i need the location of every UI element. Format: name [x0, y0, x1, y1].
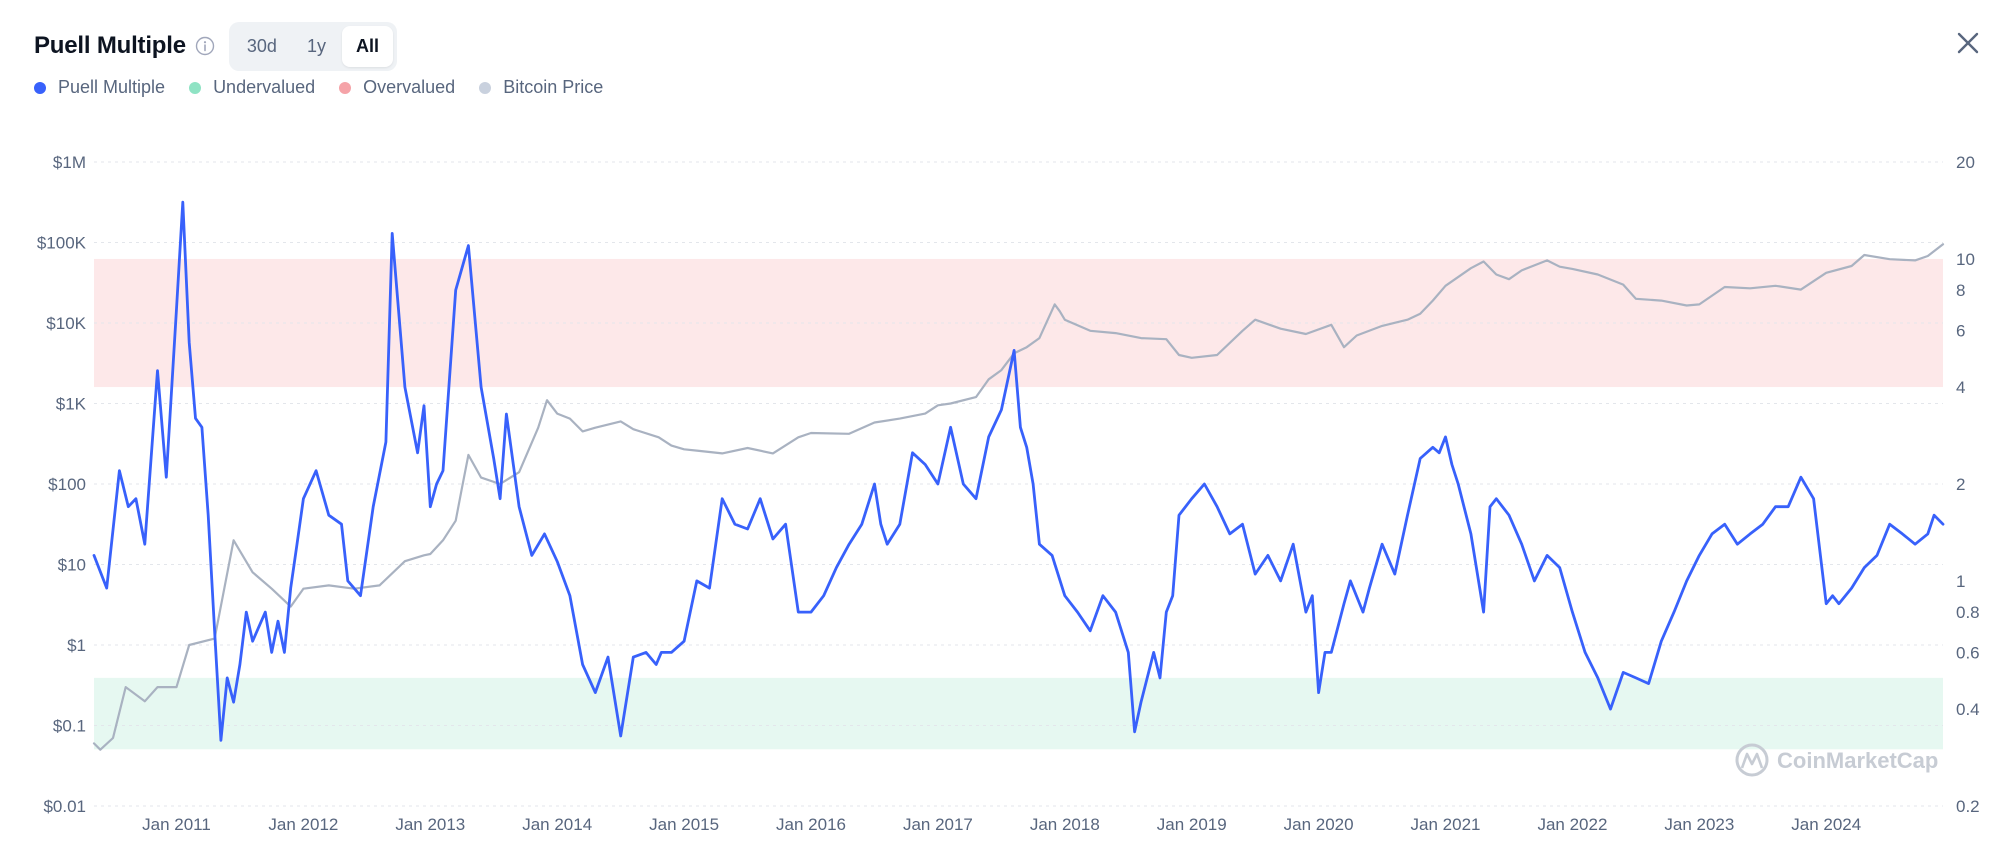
chart-header: Puell Multiple 30d 1y All [34, 20, 397, 72]
x-axis-tick-label: Jan 2023 [1664, 815, 1734, 834]
watermark-text: CoinMarketCap [1777, 748, 1938, 773]
right-axis-tick-label: 2 [1956, 475, 1965, 494]
x-axis-tick-label: Jan 2022 [1537, 815, 1607, 834]
range-all-button[interactable]: All [341, 25, 393, 67]
x-axis-tick-label: Jan 2020 [1284, 815, 1354, 834]
info-icon[interactable] [195, 36, 215, 56]
close-icon[interactable] [1953, 28, 1983, 58]
right-axis-tick-label: 0.8 [1956, 603, 1980, 622]
right-axis-tick-label: 20 [1956, 153, 1975, 172]
range-1y-button[interactable]: 1y [306, 35, 326, 56]
left-axis-tick-label: $0.01 [43, 797, 86, 816]
left-axis-tick-label: $1M [53, 153, 86, 172]
chart-legend: Puell Multiple Undervalued Overvalued Bi… [34, 77, 603, 98]
right-axis-tick-label: 6 [1956, 321, 1965, 340]
left-axis-tick-label: $10 [58, 556, 86, 575]
legend-dot-bitcoin-price [479, 81, 492, 94]
x-axis-tick-label: Jan 2018 [1030, 815, 1100, 834]
coinmarketcap-watermark: CoinMarketCap [1735, 743, 1938, 777]
legend-label: Undervalued [213, 77, 316, 97]
right-axis-tick-label: 0.6 [1956, 643, 1980, 662]
right-axis-tick-label: 0.4 [1956, 700, 1980, 719]
x-axis-tick-label: Jan 2024 [1791, 815, 1861, 834]
legend-item-bitcoin-price[interactable]: Bitcoin Price [479, 77, 603, 98]
x-axis-tick-label: Jan 2013 [395, 815, 465, 834]
x-axis-tick-label: Jan 2011 [142, 815, 211, 834]
legend-label: Puell Multiple [58, 77, 166, 97]
range-30d-button[interactable]: 30d [246, 35, 277, 56]
series-line-bitcoin-price[interactable] [92, 243, 1945, 751]
right-axis-tick-label: 1 [1956, 572, 1965, 591]
legend-dot-puell-multiple [34, 81, 46, 94]
left-axis-tick-label: $1K [56, 395, 87, 414]
right-axis-tick-label: 8 [1956, 281, 1965, 300]
right-axis-tick-label: 0.2 [1956, 797, 1980, 816]
right-axis-tick-label: 4 [1956, 378, 1965, 397]
left-axis-tick-label: $10K [46, 314, 86, 333]
right-axis-tick-label: 10 [1956, 250, 1975, 269]
left-axis-tick-label: $0.1 [53, 717, 86, 736]
x-axis-tick-label: Jan 2014 [522, 815, 592, 834]
series-line-puell-multiple[interactable] [92, 200, 1945, 742]
zone-undervalued [94, 677, 1943, 750]
legend-item-puell-multiple[interactable]: Puell Multiple [34, 77, 165, 98]
legend-dot-overvalued [339, 81, 352, 94]
legend-item-overvalued[interactable]: Overvalued [339, 77, 455, 98]
x-axis-tick-label: Jan 2019 [1157, 815, 1227, 834]
legend-item-undervalued[interactable]: Undervalued [189, 77, 315, 98]
legend-label: Bitcoin Price [503, 77, 604, 97]
x-axis-tick-label: Jan 2015 [649, 815, 719, 834]
x-axis-tick-label: Jan 2012 [268, 815, 338, 834]
x-axis-tick-label: Jan 2021 [1411, 815, 1481, 834]
chart-title: Puell Multiple [34, 32, 186, 59]
x-axis-tick-label: Jan 2016 [776, 815, 846, 834]
x-axis-tick-label: Jan 2017 [903, 815, 973, 834]
time-range-selector: 30d 1y All [228, 21, 397, 71]
left-axis-tick-label: $1 [67, 636, 86, 655]
left-axis-tick-label: $100 [48, 475, 86, 494]
left-axis-tick-label: $100K [37, 234, 87, 253]
legend-dot-undervalued [189, 81, 202, 94]
legend-label: Overvalued [363, 77, 456, 97]
